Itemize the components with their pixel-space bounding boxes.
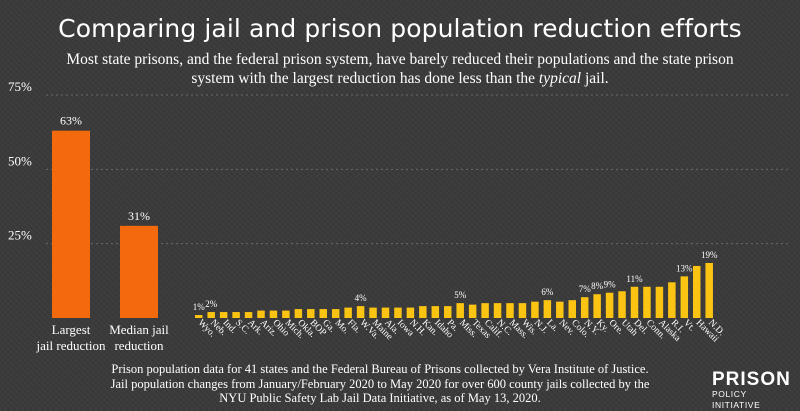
prison-bar (431, 306, 440, 318)
prison-bar-value-label: 11% (626, 274, 643, 284)
prison-bar (668, 282, 676, 318)
prison-bar (257, 310, 265, 318)
prison-bar (630, 286, 639, 318)
prison-bar (219, 312, 228, 318)
jail-bar-value-label: 63% (60, 114, 82, 128)
logo-word-policy-initiative: POLICY INITIATIVE (712, 389, 761, 410)
jail-bar-category-label: Median jail (109, 322, 169, 337)
prison-policy-initiative-logo[interactable]: PRISON POLICY INITIATIVE (712, 370, 792, 411)
y-tick-label: 75% (8, 79, 32, 94)
logo-word-prison: PRISON (712, 369, 791, 390)
subtitle-part2: jail. (581, 70, 609, 87)
prison-bar-value-label: 4% (355, 293, 368, 303)
jail-bar-category-label: Largest (52, 322, 91, 337)
prison-bar (294, 309, 303, 318)
source-line-2: Jail population changes from January/Feb… (110, 376, 650, 391)
prison-bar (593, 294, 601, 318)
prison-bar (269, 310, 278, 318)
prison-bar-value-label: 2% (205, 299, 218, 309)
prison-bar (468, 304, 477, 318)
chart-title: Comparing jail and prison population red… (58, 14, 742, 43)
jail-bar (120, 225, 158, 318)
jail-bar-category-label: jail reduction (36, 338, 106, 353)
prison-bar (331, 309, 340, 318)
prison-bar (207, 312, 215, 318)
prison-bar (680, 276, 689, 318)
source-line-1: Prison population data for 41 states and… (111, 362, 649, 376)
prison-bar (244, 312, 253, 318)
prison-bar-value-label: 7% (579, 284, 592, 294)
prison-bar (444, 306, 452, 318)
prison-bar (543, 300, 552, 318)
y-tick-label: 50% (8, 153, 32, 168)
prison-bar (344, 307, 352, 318)
subtitle-part1: Most state prisons, and the federal pris… (66, 51, 734, 87)
prison-bar-value-label: 19% (701, 250, 718, 260)
prison-bar (655, 286, 664, 318)
prison-bar-value-label: 13% (676, 263, 693, 273)
prison-bar (568, 300, 576, 318)
prison-bar (531, 301, 539, 318)
jail-bar (52, 130, 90, 318)
prison-bar (493, 303, 502, 318)
prison-bar (705, 262, 713, 318)
prison-bar (394, 307, 402, 318)
prison-bar-value-label: 8% (591, 281, 604, 291)
prison-bar (605, 292, 614, 318)
prison-bar (481, 303, 489, 318)
jail-bar-value-label: 31% (128, 209, 150, 223)
prison-bar (282, 310, 290, 318)
source-line-3: NYU Public Safety Lab Jail Data Initiati… (219, 391, 541, 405)
prison-bar (369, 307, 377, 318)
prison-bar (556, 301, 564, 318)
prison-bar (693, 265, 701, 318)
prison-bar (381, 307, 390, 318)
prison-bar-value-label: 5% (454, 290, 467, 300)
prison-bar (356, 306, 365, 318)
prison-bar (618, 291, 626, 318)
prison-bar (307, 309, 315, 318)
source-note: Prison population data for 41 states and… (60, 362, 700, 406)
chart-subtitle: Most state prisons, and the federal pris… (60, 50, 740, 88)
prison-bar-value-label: 1% (193, 302, 206, 312)
jail-bar-category-label: reduction (114, 338, 164, 353)
prison-bar (506, 303, 514, 318)
prison-bar (195, 315, 203, 318)
subtitle-emphasis: typical (538, 70, 582, 87)
prison-bar (419, 306, 427, 318)
prison-bar-value-label: 9% (604, 280, 617, 290)
prison-bar-value-label: 6% (541, 287, 554, 297)
prison-bar (232, 312, 240, 318)
prison-bar (406, 307, 415, 318)
prison-bar (518, 303, 527, 318)
y-tick-label: 25% (8, 228, 32, 243)
prison-bar (319, 309, 327, 318)
prison-bar (643, 286, 651, 318)
prison-bar (456, 303, 464, 318)
prison-bar (580, 297, 589, 318)
